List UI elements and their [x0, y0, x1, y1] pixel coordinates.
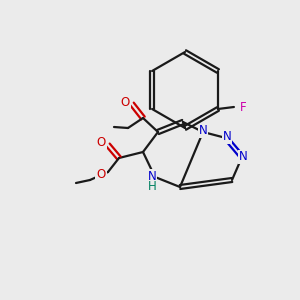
- Text: N: N: [238, 151, 247, 164]
- Text: H: H: [148, 181, 156, 194]
- Text: N: N: [223, 130, 231, 143]
- Text: O: O: [96, 167, 106, 181]
- Text: F: F: [240, 100, 246, 113]
- Text: O: O: [120, 95, 130, 109]
- Text: N: N: [199, 124, 207, 137]
- Text: O: O: [96, 136, 106, 149]
- Text: N: N: [148, 169, 156, 182]
